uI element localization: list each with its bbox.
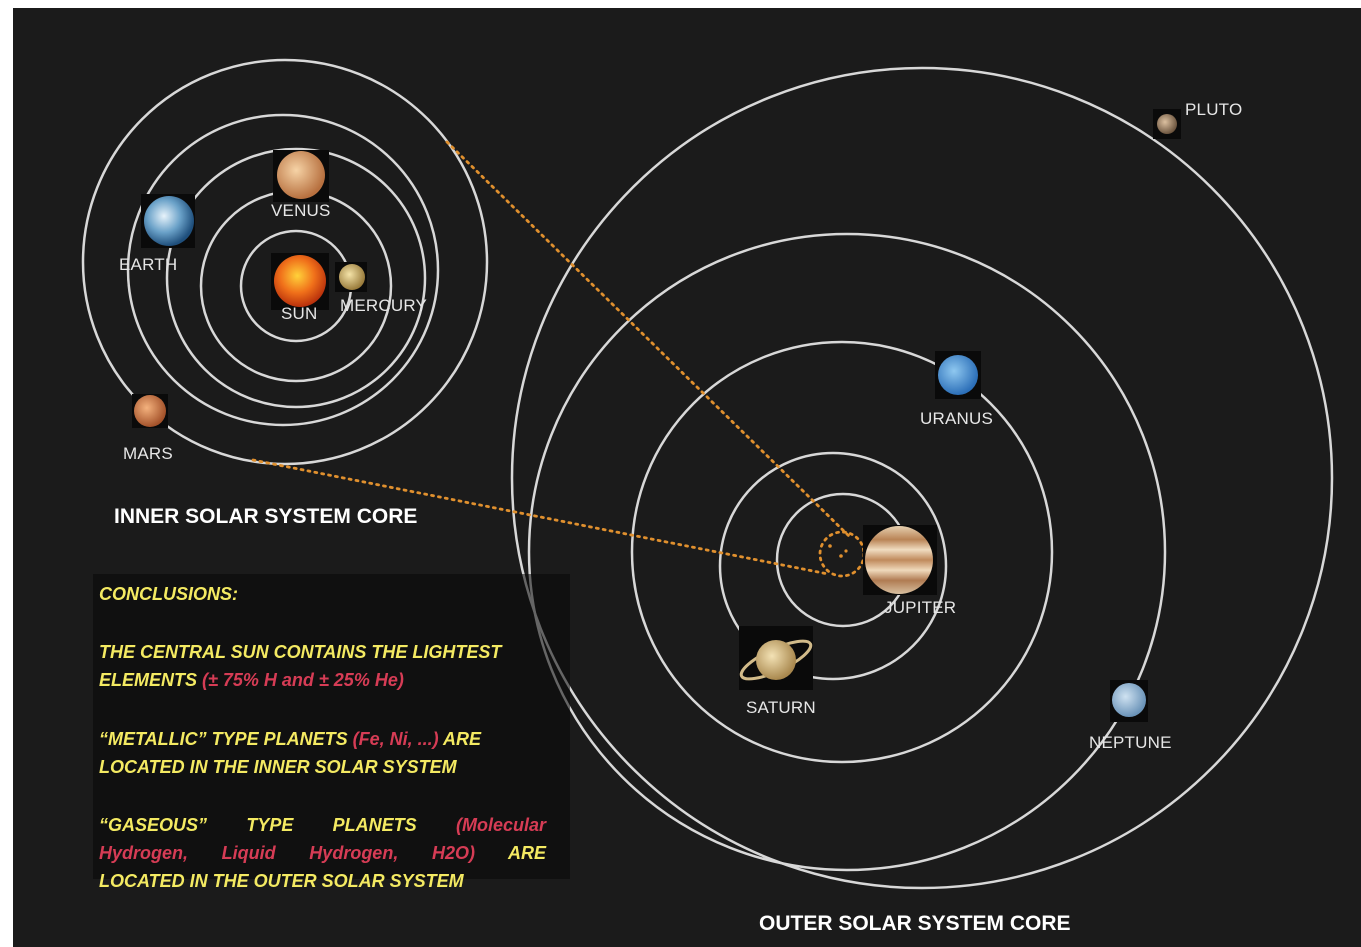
earth-icon [141, 194, 195, 248]
conclusion-2-text-end: ARE [438, 729, 482, 749]
jupiter-label: JUPITER [884, 598, 957, 617]
neptune-label: NEPTUNE [1089, 733, 1172, 752]
outer-orbits [510, 66, 1334, 890]
connector-bottom [251, 458, 830, 576]
inner-core-title: INNER SOLAR SYSTEM CORE [114, 505, 418, 528]
venus-icon [273, 150, 329, 202]
sun-icon [271, 253, 329, 310]
conclusion-3-line-3: LOCATED IN THE OUTER SOLAR SYSTEM [99, 871, 464, 891]
mercury-label: MERCURY [340, 296, 428, 315]
conclusion-3-highlight-1: (Molecular [455, 815, 546, 835]
pluto-label: PLUTO [1185, 100, 1243, 119]
outer-orbit-4 [527, 232, 1167, 872]
outer-orbit-5 [510, 66, 1334, 890]
inner-core-dots [828, 544, 848, 558]
pluto-icon [1153, 109, 1181, 139]
inner-orbit-4 [126, 113, 440, 427]
outer-orbit-2 [718, 451, 948, 681]
conclusion-3-text: “GASEOUS” TYPE PLANETS [99, 815, 456, 835]
conclusion-1-text: ELEMENTS [99, 670, 203, 690]
inner-orbit-3 [165, 147, 427, 409]
uranus-icon [935, 351, 981, 399]
conclusion-3-line-1: “GASEOUS” TYPE PLANETS (Molecular [99, 811, 546, 839]
venus-label: VENUS [271, 201, 331, 220]
connector-top [445, 140, 853, 540]
outer-orbit-3 [630, 340, 1054, 764]
conclusion-2: “METALLIC” TYPE PLANETS (Fe, Ni, ...) AR… [99, 725, 546, 781]
outer-core-title: OUTER SOLAR SYSTEM CORE [759, 912, 1071, 935]
uranus-label: URANUS [920, 409, 993, 428]
conclusion-2-highlight: (Fe, Ni, ...) [352, 729, 439, 749]
conclusion-1: THE CENTRAL SUN CONTAINS THE LIGHTEST EL… [99, 638, 546, 694]
conclusion-3-text-end: ARE [474, 843, 546, 863]
orbit-diagram [81, 58, 1334, 890]
conclusion-2-text: “METALLIC” TYPE PLANETS [99, 729, 353, 749]
jupiter-icon [863, 525, 937, 595]
conclusions-panel [93, 574, 570, 879]
conclusions-heading: CONCLUSIONS: [99, 584, 238, 604]
conclusion-2-line-2: LOCATED IN THE INNER SOLAR SYSTEM [99, 757, 457, 777]
conclusion-1-line-1: THE CENTRAL SUN CONTAINS THE LIGHTEST [99, 642, 502, 662]
saturn-icon [739, 626, 813, 690]
inner-core-marker [818, 530, 866, 578]
earth-label: EARTH [119, 255, 178, 274]
saturn-label: SATURN [746, 698, 816, 717]
mars-label: MARS [123, 444, 173, 463]
conclusion-3-line-2: Hydrogen, Liquid Hydrogen, H2O) ARE [99, 839, 546, 867]
conclusion-1-highlight: (± 75% H and ± 25% He) [202, 670, 404, 690]
sun-label: SUN [281, 304, 318, 323]
neptune-icon [1110, 680, 1148, 722]
mars-icon [132, 394, 168, 428]
mercury-icon [335, 262, 367, 292]
diagram-canvas: SUN MERCURY VENUS EARTH MARS INNER SOLAR… [13, 8, 1361, 947]
conclusion-3-highlight-2: Hydrogen, Liquid Hydrogen, H2O) [99, 843, 475, 863]
inner-orbit-5 [81, 58, 489, 466]
